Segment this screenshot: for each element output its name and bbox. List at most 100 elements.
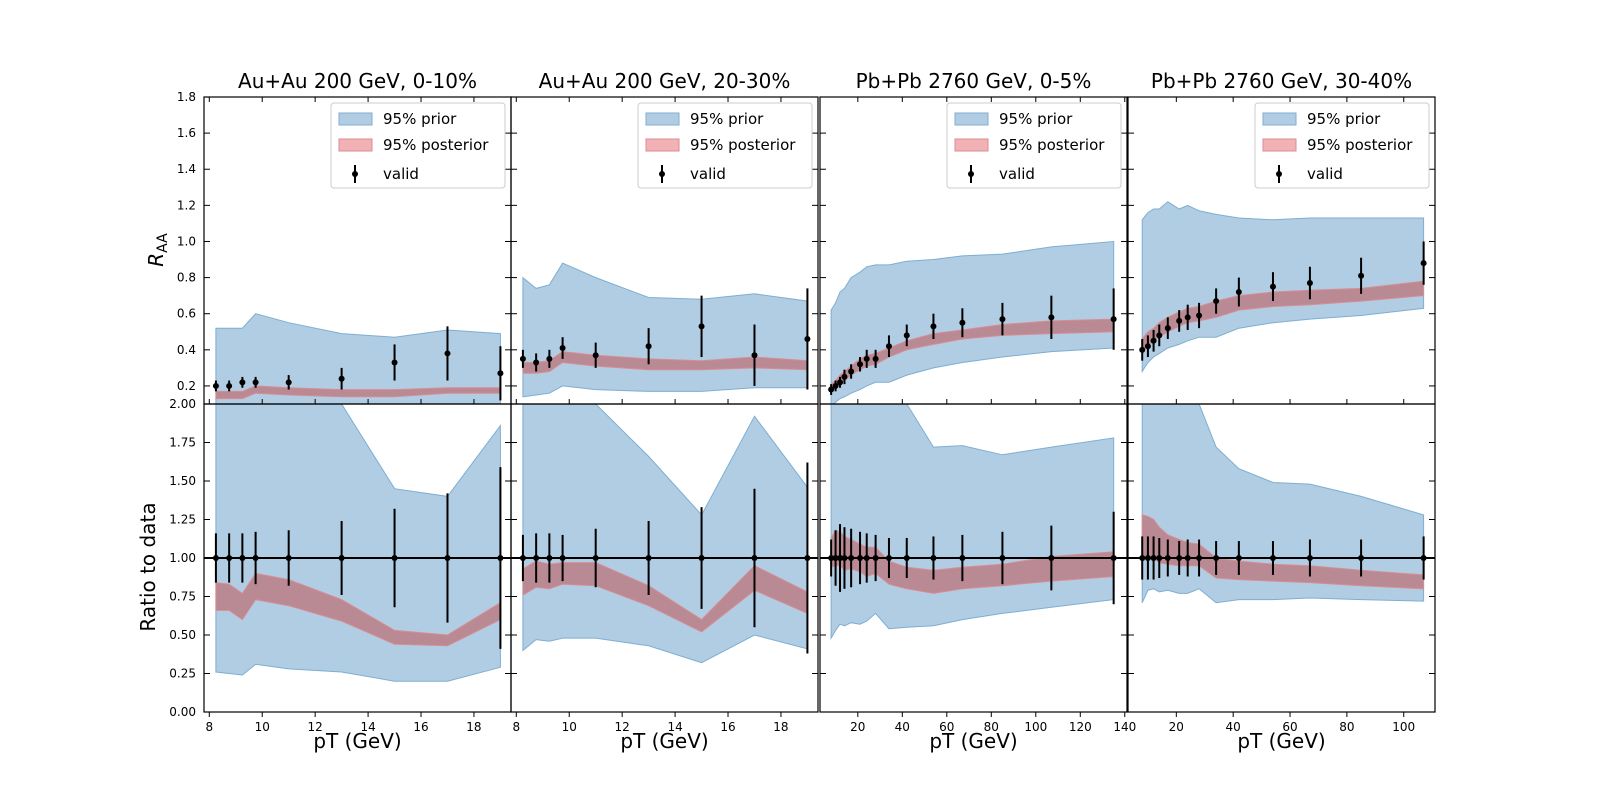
data-point — [285, 379, 292, 386]
legend-prior-label: 95% prior — [383, 110, 457, 128]
data-point — [885, 343, 892, 350]
x-axis-label: pT (GeV) — [620, 729, 708, 753]
legend-valid-label: valid — [690, 165, 726, 183]
ratio-point — [533, 555, 540, 561]
data-point — [1048, 314, 1055, 321]
x-tick-label: 40 — [895, 720, 910, 734]
y-tick-label: 0.50 — [169, 628, 196, 642]
ratio-plot — [820, 404, 1127, 640]
ratio-point — [751, 555, 758, 561]
y-tick-label: 0.2 — [177, 379, 196, 393]
raa-plot — [519, 262, 811, 398]
x-tick-label: 120 — [1069, 720, 1092, 734]
data-point — [1269, 283, 1276, 290]
x-axis-label: pT (GeV) — [1237, 729, 1325, 753]
x-tick-label: 20 — [850, 720, 865, 734]
ratio-point — [1196, 555, 1203, 561]
data-point — [519, 355, 526, 362]
legend-posterior-swatch — [954, 138, 989, 152]
y-tick-label: 1.50 — [169, 474, 196, 488]
panel-3: Pb+Pb 2760 GeV, 0-5% 20 40 60 80 100 120 140 pT … — [819, 69, 1136, 753]
ratio-point — [1164, 555, 1171, 561]
y-tick-label: 0.6 — [177, 307, 196, 321]
ratio-point — [497, 555, 504, 561]
data-point — [848, 368, 855, 375]
data-point — [828, 386, 835, 393]
panel-title: Au+Au 200 GeV, 0-10% — [238, 69, 477, 93]
ratio-point — [444, 555, 451, 561]
x-tick-label: 16 — [720, 720, 735, 734]
data-point — [872, 355, 879, 362]
ratio-point — [841, 555, 848, 561]
data-point — [444, 350, 451, 357]
legend-prior-swatch — [338, 112, 373, 126]
x-tick-label: 8 — [512, 720, 520, 734]
data-point — [903, 332, 910, 339]
y-tick-label: 1.6 — [177, 126, 196, 140]
ratio-point — [1420, 555, 1427, 561]
ratio-point — [885, 555, 892, 561]
legend-prior-swatch — [645, 112, 680, 126]
data-point — [959, 319, 966, 326]
ratio-plot — [1128, 404, 1435, 604]
y-tick-label: 1.0 — [177, 234, 196, 248]
ratio-point — [848, 555, 855, 561]
prior-ratio-band — [830, 404, 1115, 640]
ratio-point — [1306, 555, 1313, 561]
panel-2: Au+Au 200 GeV, 20-30% 8 10 12 14 16 18 pT (GeV)… — [510, 69, 819, 753]
x-tick-label: 10 — [255, 720, 270, 734]
data-point — [1420, 260, 1427, 267]
ratio-point — [1184, 555, 1191, 561]
data-point — [391, 359, 398, 366]
data-point — [1156, 332, 1163, 339]
prior-band — [522, 262, 808, 398]
x-tick-label: 40 — [1226, 720, 1241, 734]
ratio-point — [252, 555, 259, 561]
posterior-band — [1141, 280, 1425, 353]
ratio-point — [546, 555, 553, 561]
ratio-point — [804, 555, 811, 561]
legend-prior-label: 95% prior — [690, 110, 764, 128]
legend-prior-swatch — [1262, 112, 1297, 126]
data-point — [857, 361, 864, 368]
ratio-point — [391, 555, 398, 561]
x-tick-label: 12 — [308, 720, 323, 734]
x-tick-label: 60 — [1282, 720, 1297, 734]
ratio-point — [1269, 555, 1276, 561]
data-point — [1184, 314, 1191, 321]
y-tick-label: 0.00 — [169, 705, 196, 719]
legend-valid-marker — [659, 171, 665, 177]
x-tick-label: 16 — [413, 720, 428, 734]
y-tick-label: 2.00 — [169, 397, 196, 411]
ratio-point — [1235, 555, 1242, 561]
x-tick-label: 14 — [360, 720, 375, 734]
ratio-point — [999, 555, 1006, 561]
x-axis-label: pT (GeV) — [313, 729, 401, 753]
x-tick-label: 100 — [1024, 720, 1047, 734]
ratio-point — [212, 555, 219, 561]
y-tick-label: 0.8 — [177, 271, 196, 285]
data-point — [1150, 337, 1157, 344]
x-tick-label: 14 — [667, 720, 682, 734]
panel-title: Pb+Pb 2760 GeV, 0-5% — [856, 69, 1092, 93]
raa-plot — [1139, 201, 1427, 374]
ratio-point — [863, 555, 870, 561]
x-tick-label: 20 — [1169, 720, 1184, 734]
data-point — [1306, 280, 1313, 287]
legend-posterior-swatch — [645, 138, 680, 152]
data-point — [212, 382, 219, 389]
prior-ratio-band — [215, 404, 501, 682]
ratio-point — [698, 555, 705, 561]
legend-prior-label: 95% prior — [1307, 110, 1381, 128]
legend-posterior-label: 95% posterior — [999, 136, 1105, 154]
panel-title: Pb+Pb 2760 GeV, 30-40% — [1151, 69, 1412, 93]
data-point — [1176, 317, 1183, 324]
y-tick-label: 0.75 — [169, 590, 196, 604]
ratio-point — [1358, 555, 1365, 561]
x-tick-label: 80 — [984, 720, 999, 734]
legend-posterior-label: 95% posterior — [1307, 136, 1413, 154]
data-point — [1213, 298, 1220, 305]
y-tick-label: 1.00 — [169, 551, 196, 565]
y-tick-label: 1.8 — [177, 90, 196, 104]
prior-ratio-band — [1141, 404, 1425, 604]
